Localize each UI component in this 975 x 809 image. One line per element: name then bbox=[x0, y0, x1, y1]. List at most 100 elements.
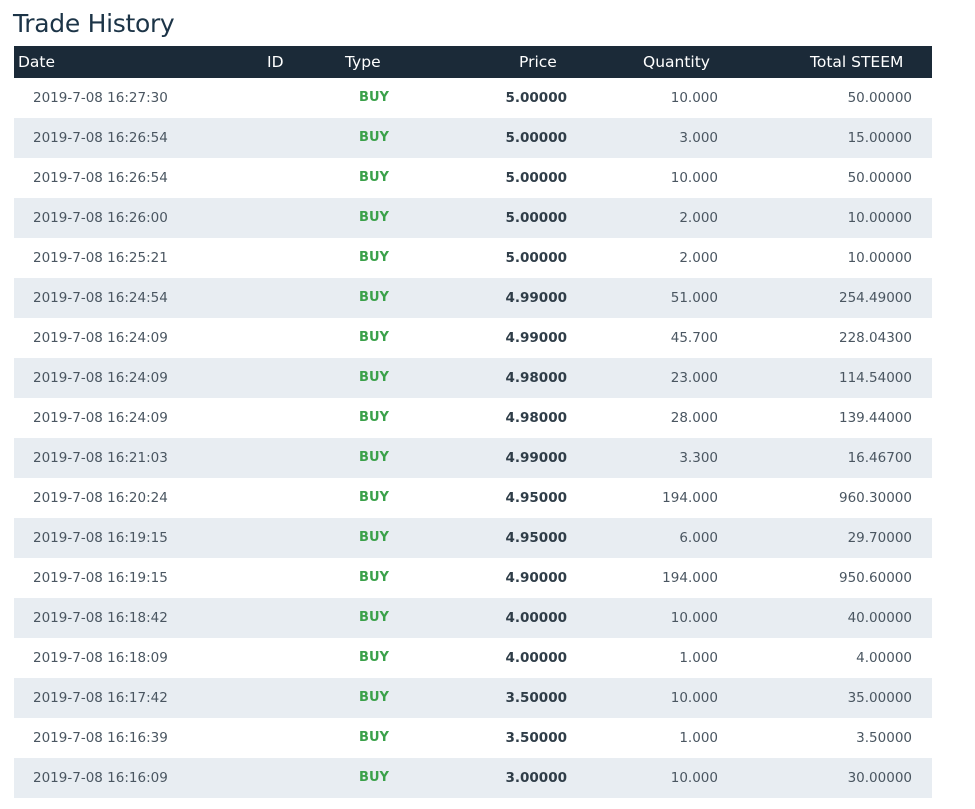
cell-quantity: 194.000 bbox=[662, 490, 718, 506]
cell-type: BUY bbox=[359, 90, 389, 105]
table-row: 2019-7-08 16:19:15 BUY 4.95000 6.000 29.7000… bbox=[14, 518, 932, 558]
cell-total-steem: 3.50000 bbox=[856, 730, 912, 746]
cell-total-steem: 254.49000 bbox=[838, 290, 912, 306]
cell-total-steem: 16.46700 bbox=[847, 450, 912, 466]
table-row: 2019-7-08 16:20:24 BUY 4.95000 194.000 960.3… bbox=[14, 478, 932, 518]
cell-date: 2019-7-08 16:26:54 bbox=[33, 170, 168, 186]
cell-total-steem: 50.00000 bbox=[847, 170, 912, 186]
cell-quantity: 2.000 bbox=[679, 250, 718, 266]
cell-type: BUY bbox=[359, 210, 389, 225]
cell-date: 2019-7-08 16:19:15 bbox=[33, 530, 168, 546]
cell-price: 3.00000 bbox=[505, 770, 568, 786]
cell-type: BUY bbox=[359, 290, 389, 305]
cell-price: 5.00000 bbox=[505, 170, 568, 186]
cell-price: 5.00000 bbox=[505, 90, 568, 106]
column-header-date[interactable]: Date bbox=[18, 53, 56, 71]
cell-total-steem: 15.00000 bbox=[847, 130, 912, 146]
table-row: 2019-7-08 16:18:09 BUY 4.00000 1.000 4.00000 bbox=[14, 638, 932, 678]
cell-quantity: 45.700 bbox=[670, 330, 718, 346]
page-title: Trade History bbox=[13, 9, 175, 38]
table-body: 2019-7-08 16:27:30 BUY 5.00000 10.000 50.000… bbox=[14, 78, 932, 798]
column-header-price[interactable]: Price bbox=[519, 53, 557, 71]
cell-type: BUY bbox=[359, 650, 389, 665]
cell-type: BUY bbox=[359, 610, 389, 625]
cell-type: BUY bbox=[359, 570, 389, 585]
cell-total-steem: 29.70000 bbox=[847, 530, 912, 546]
table-header: Date ID Type Price Quantity Total STEEM bbox=[14, 46, 932, 78]
cell-total-steem: 950.60000 bbox=[838, 570, 912, 586]
cell-total-steem: 40.00000 bbox=[847, 610, 912, 626]
trade-history-table: Date ID Type Price Quantity Total STEEM … bbox=[14, 46, 932, 798]
table-row: 2019-7-08 16:16:39 BUY 3.50000 1.000 3.50000 bbox=[14, 718, 932, 758]
cell-total-steem: 960.30000 bbox=[838, 490, 912, 506]
cell-type: BUY bbox=[359, 330, 389, 345]
cell-date: 2019-7-08 16:19:15 bbox=[33, 570, 168, 586]
column-header-total-steem[interactable]: Total STEEM bbox=[810, 53, 904, 71]
cell-type: BUY bbox=[359, 250, 389, 265]
cell-quantity: 1.000 bbox=[679, 650, 718, 666]
cell-total-steem: 114.54000 bbox=[838, 370, 912, 386]
cell-price: 4.99000 bbox=[505, 330, 568, 346]
cell-date: 2019-7-08 16:27:30 bbox=[33, 90, 168, 106]
cell-date: 2019-7-08 16:26:54 bbox=[33, 130, 168, 146]
cell-type: BUY bbox=[359, 450, 389, 465]
cell-total-steem: 10.00000 bbox=[847, 250, 912, 266]
cell-price: 3.50000 bbox=[505, 690, 568, 706]
cell-type: BUY bbox=[359, 370, 389, 385]
table-row: 2019-7-08 16:26:54 BUY 5.00000 10.000 50.000… bbox=[14, 158, 932, 198]
cell-quantity: 1.000 bbox=[679, 730, 718, 746]
cell-price: 4.98000 bbox=[505, 370, 568, 386]
cell-quantity: 10.000 bbox=[670, 90, 718, 106]
cell-quantity: 2.000 bbox=[679, 210, 718, 226]
cell-quantity: 10.000 bbox=[670, 690, 718, 706]
cell-type: BUY bbox=[359, 690, 389, 705]
cell-date: 2019-7-08 16:20:24 bbox=[33, 490, 168, 506]
cell-date: 2019-7-08 16:17:42 bbox=[33, 690, 168, 706]
cell-price: 5.00000 bbox=[505, 130, 568, 146]
table-row: 2019-7-08 16:19:15 BUY 4.90000 194.000 950.6… bbox=[14, 558, 932, 598]
cell-price: 4.00000 bbox=[505, 610, 568, 626]
cell-type: BUY bbox=[359, 130, 389, 145]
cell-date: 2019-7-08 16:21:03 bbox=[33, 450, 168, 466]
cell-type: BUY bbox=[359, 770, 389, 785]
column-header-type[interactable]: Type bbox=[345, 53, 381, 71]
cell-price: 4.95000 bbox=[505, 530, 568, 546]
cell-type: BUY bbox=[359, 170, 389, 185]
cell-price: 4.00000 bbox=[505, 650, 568, 666]
cell-price: 3.50000 bbox=[505, 730, 568, 746]
cell-quantity: 3.300 bbox=[679, 450, 718, 466]
cell-price: 4.99000 bbox=[505, 450, 568, 466]
cell-quantity: 10.000 bbox=[670, 770, 718, 786]
cell-date: 2019-7-08 16:16:09 bbox=[33, 770, 168, 786]
cell-date: 2019-7-08 16:24:09 bbox=[33, 370, 168, 386]
cell-total-steem: 10.00000 bbox=[847, 210, 912, 226]
cell-total-steem: 30.00000 bbox=[847, 770, 912, 786]
cell-quantity: 10.000 bbox=[670, 170, 718, 186]
cell-total-steem: 4.00000 bbox=[856, 650, 912, 666]
cell-date: 2019-7-08 16:26:00 bbox=[33, 210, 168, 226]
column-header-quantity[interactable]: Quantity bbox=[643, 53, 710, 71]
cell-quantity: 23.000 bbox=[670, 370, 718, 386]
cell-quantity: 10.000 bbox=[670, 610, 718, 626]
cell-quantity: 6.000 bbox=[679, 530, 718, 546]
cell-total-steem: 35.00000 bbox=[847, 690, 912, 706]
cell-date: 2019-7-08 16:25:21 bbox=[33, 250, 168, 266]
table-row: 2019-7-08 16:26:00 BUY 5.00000 2.000 10.0000… bbox=[14, 198, 932, 238]
cell-quantity: 3.000 bbox=[679, 130, 718, 146]
cell-total-steem: 228.04300 bbox=[838, 330, 912, 346]
cell-date: 2019-7-08 16:18:09 bbox=[33, 650, 168, 666]
column-header-id[interactable]: ID bbox=[267, 53, 284, 71]
cell-type: BUY bbox=[359, 530, 389, 545]
cell-type: BUY bbox=[359, 490, 389, 505]
table-row: 2019-7-08 16:26:54 BUY 5.00000 3.000 15.0000… bbox=[14, 118, 932, 158]
table-row: 2019-7-08 16:27:30 BUY 5.00000 10.000 50.000… bbox=[14, 78, 932, 118]
cell-quantity: 51.000 bbox=[670, 290, 718, 306]
table-row: 2019-7-08 16:18:42 BUY 4.00000 10.000 40.000… bbox=[14, 598, 932, 638]
cell-quantity: 28.000 bbox=[670, 410, 718, 426]
cell-price: 4.95000 bbox=[505, 490, 568, 506]
cell-total-steem: 139.44000 bbox=[838, 410, 912, 426]
table-row: 2019-7-08 16:17:42 BUY 3.50000 10.000 35.000… bbox=[14, 678, 932, 718]
cell-price: 4.99000 bbox=[505, 290, 568, 306]
table-row: 2019-7-08 16:24:09 BUY 4.99000 45.700 228.04… bbox=[14, 318, 932, 358]
